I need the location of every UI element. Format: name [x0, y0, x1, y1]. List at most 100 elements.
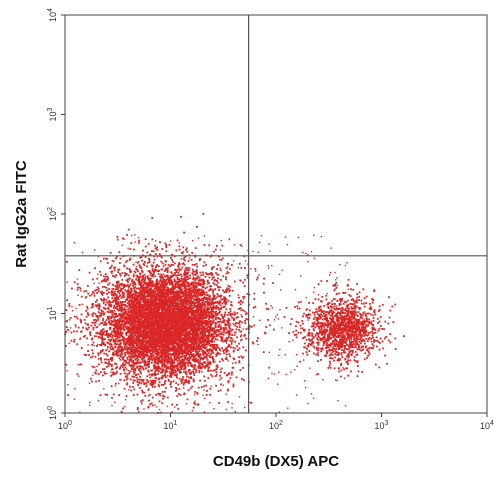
event-dot [120, 364, 123, 367]
event-dot [156, 320, 158, 323]
event-dot [175, 316, 178, 319]
event-dot [83, 335, 85, 338]
event-dot [200, 317, 203, 320]
event-dot [241, 309, 244, 312]
event-dot [99, 352, 102, 354]
event-dot [169, 383, 172, 386]
event-dot [105, 298, 108, 301]
event-dot [93, 294, 96, 297]
event-dot [133, 314, 136, 317]
event-dot [182, 352, 184, 355]
event-dot [166, 271, 169, 273]
event-dot [209, 387, 212, 390]
event-dot [253, 292, 256, 295]
event-dot [100, 312, 103, 315]
event-dot [187, 278, 189, 280]
event-dot [151, 275, 153, 277]
event-dot [241, 301, 244, 304]
event-dot [172, 367, 175, 370]
event-dot [121, 366, 124, 369]
event-dot [128, 344, 131, 347]
event-dot [196, 321, 198, 324]
event-dot [132, 284, 135, 287]
event-dot [193, 374, 196, 376]
event-dot [237, 349, 239, 351]
event-dot [198, 288, 201, 291]
event-dot [149, 379, 152, 382]
event-dot [80, 330, 83, 333]
event-dot [203, 331, 205, 334]
event-dot [155, 253, 157, 255]
event-dot [147, 330, 150, 333]
event-dot [176, 290, 179, 292]
event-dot [131, 375, 134, 378]
event-dot [152, 283, 155, 286]
event-dot [116, 370, 118, 373]
event-dot [111, 290, 113, 292]
event-dot [147, 349, 150, 352]
event-dot [229, 310, 232, 313]
event-dot [186, 269, 188, 272]
event-dot [107, 306, 109, 309]
event-dot [124, 338, 127, 341]
event-dot [141, 314, 143, 316]
event-dot [124, 304, 127, 307]
event-dot [106, 346, 109, 348]
event-dot [180, 361, 183, 364]
event-dot [222, 306, 225, 309]
event-dot [199, 312, 201, 315]
event-dot [90, 356, 92, 359]
event-dot [193, 335, 196, 338]
event-dot [184, 278, 187, 281]
event-dot [163, 361, 166, 363]
event-dot [149, 383, 152, 386]
event-dot [158, 294, 161, 297]
event-dot [151, 265, 154, 268]
event-dot [231, 328, 234, 331]
event-dot [188, 292, 191, 295]
event-dot [161, 281, 163, 283]
event-dot [128, 313, 131, 316]
event-dot [209, 288, 212, 290]
event-dot [232, 322, 235, 325]
event-dot [200, 337, 203, 340]
event-dot [210, 339, 213, 342]
event-dot [111, 336, 114, 339]
event-dot [101, 330, 104, 333]
event-dot [153, 361, 156, 364]
event-dot [172, 361, 175, 363]
event-dot [199, 345, 201, 347]
event-dot [187, 382, 190, 384]
event-dot [232, 357, 235, 360]
event-dot [226, 331, 229, 334]
event-dot [267, 308, 270, 310]
event-dot [140, 346, 143, 349]
event-dot [147, 242, 150, 245]
event-dot [145, 342, 147, 345]
event-dot [157, 309, 160, 311]
event-dot [127, 313, 130, 316]
event-dot [116, 255, 118, 258]
event-dot [159, 324, 162, 326]
event-dot [216, 364, 219, 367]
event-dot [155, 289, 158, 292]
event-dot [200, 348, 203, 351]
event-dot [101, 349, 104, 351]
event-dot [126, 320, 128, 322]
event-dot [130, 308, 133, 311]
event-dot [226, 323, 229, 326]
event-dot [111, 323, 114, 326]
event-dot [131, 299, 134, 302]
event-dot [117, 290, 120, 292]
event-dot [211, 268, 213, 270]
event-dot [216, 366, 219, 369]
event-dot [148, 298, 151, 301]
event-dot [178, 269, 181, 272]
event-dot [190, 344, 192, 347]
event-dot [146, 323, 149, 325]
event-dot [166, 358, 168, 361]
event-dot [145, 349, 148, 352]
event-dot [163, 289, 165, 292]
event-dot [118, 268, 121, 271]
